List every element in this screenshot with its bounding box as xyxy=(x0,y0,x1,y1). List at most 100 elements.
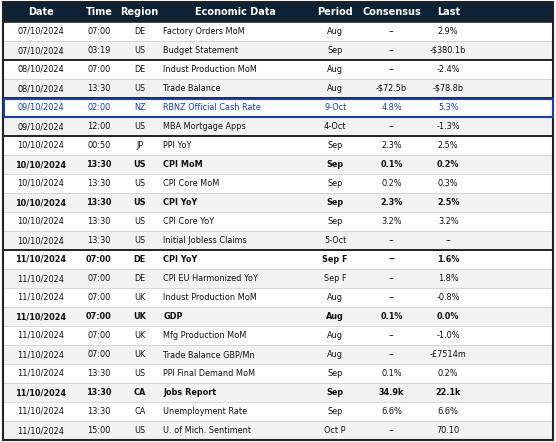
Text: 1.8%: 1.8% xyxy=(438,274,459,283)
Bar xyxy=(3,383,553,402)
Text: -0.8%: -0.8% xyxy=(436,293,460,302)
Text: 22.1k: 22.1k xyxy=(435,388,461,397)
Text: 2.9%: 2.9% xyxy=(438,27,459,36)
Text: DE: DE xyxy=(134,27,145,36)
Text: MBA Mortgage Apps: MBA Mortgage Apps xyxy=(163,122,246,131)
Text: 70.10: 70.10 xyxy=(436,426,460,435)
Bar xyxy=(3,364,553,383)
Text: Mfg Production MoM: Mfg Production MoM xyxy=(163,331,247,340)
Text: Aug: Aug xyxy=(327,293,343,302)
Bar xyxy=(3,307,553,326)
Bar xyxy=(3,421,553,440)
Text: 11/10/2024: 11/10/2024 xyxy=(17,426,64,435)
Text: --: -- xyxy=(389,274,394,283)
Text: 10/10/2024: 10/10/2024 xyxy=(17,236,64,245)
Text: 11/10/2024: 11/10/2024 xyxy=(17,369,64,378)
Text: 07/10/2024: 07/10/2024 xyxy=(18,46,64,55)
Text: Sep: Sep xyxy=(326,160,344,169)
Text: 3.2%: 3.2% xyxy=(381,217,402,226)
Text: US: US xyxy=(133,160,146,169)
Text: Indust Production MoM: Indust Production MoM xyxy=(163,293,257,302)
Text: 0.2%: 0.2% xyxy=(438,369,459,378)
Text: 15:00: 15:00 xyxy=(87,426,111,435)
Text: UK: UK xyxy=(134,293,145,302)
Text: Aug: Aug xyxy=(327,331,343,340)
Text: CA: CA xyxy=(134,407,145,416)
Text: 2.3%: 2.3% xyxy=(380,198,403,207)
Text: CPI EU Harmonized YoY: CPI EU Harmonized YoY xyxy=(163,274,259,283)
Text: Sep F: Sep F xyxy=(324,274,346,283)
Text: -2.4%: -2.4% xyxy=(436,65,460,74)
Bar xyxy=(3,60,553,79)
Text: 13:30: 13:30 xyxy=(86,198,112,207)
Text: 4.8%: 4.8% xyxy=(381,103,402,112)
Text: 13:30: 13:30 xyxy=(87,407,111,416)
Text: --: -- xyxy=(389,293,394,302)
Text: 13:30: 13:30 xyxy=(87,179,111,188)
Text: 5-Oct: 5-Oct xyxy=(324,236,346,245)
Text: DE: DE xyxy=(133,255,146,264)
Text: 3.2%: 3.2% xyxy=(438,217,459,226)
Text: --: -- xyxy=(389,46,394,55)
Text: GDP: GDP xyxy=(163,312,183,321)
Text: DE: DE xyxy=(134,65,145,74)
Text: 07:00: 07:00 xyxy=(86,312,112,321)
Text: 13:30: 13:30 xyxy=(86,388,112,397)
Bar xyxy=(3,231,553,250)
Text: 07:00: 07:00 xyxy=(87,331,111,340)
Text: --: -- xyxy=(389,236,394,245)
Text: JP: JP xyxy=(136,141,143,150)
Text: Sep: Sep xyxy=(327,46,343,55)
Bar xyxy=(3,345,553,364)
Text: 10/10/2024: 10/10/2024 xyxy=(17,141,64,150)
Text: Budget Statement: Budget Statement xyxy=(163,46,239,55)
Text: 0.1%: 0.1% xyxy=(380,160,403,169)
Bar xyxy=(3,402,553,421)
Text: 2.3%: 2.3% xyxy=(381,141,402,150)
Text: Sep: Sep xyxy=(327,407,343,416)
Text: 0.0%: 0.0% xyxy=(437,312,459,321)
Text: 13:30: 13:30 xyxy=(86,160,112,169)
Text: UK: UK xyxy=(133,312,146,321)
Text: 4-Oct: 4-Oct xyxy=(324,122,346,131)
Text: Sep: Sep xyxy=(326,388,344,397)
Text: US: US xyxy=(134,179,145,188)
Bar xyxy=(3,98,553,117)
Bar xyxy=(3,250,553,269)
Text: Date: Date xyxy=(28,7,54,17)
Text: Last: Last xyxy=(436,7,460,17)
Text: Aug: Aug xyxy=(327,350,343,359)
Text: 07:00: 07:00 xyxy=(87,293,111,302)
Text: Aug: Aug xyxy=(327,84,343,93)
Text: PPI Final Demand MoM: PPI Final Demand MoM xyxy=(163,369,255,378)
Text: U. of Mich. Sentiment: U. of Mich. Sentiment xyxy=(163,426,251,435)
Text: 13:30: 13:30 xyxy=(87,217,111,226)
Text: Factory Orders MoM: Factory Orders MoM xyxy=(163,27,245,36)
Text: 2.5%: 2.5% xyxy=(437,198,459,207)
Text: 11/10/2024: 11/10/2024 xyxy=(17,331,64,340)
Text: US: US xyxy=(133,198,146,207)
Text: Sep: Sep xyxy=(327,179,343,188)
Text: 2.5%: 2.5% xyxy=(438,141,459,150)
Bar xyxy=(3,41,553,60)
Text: Consensus: Consensus xyxy=(362,7,421,17)
Text: 34.9k: 34.9k xyxy=(379,388,404,397)
Text: 13:30: 13:30 xyxy=(87,236,111,245)
Text: -$78.8b: -$78.8b xyxy=(433,84,464,93)
Text: NZ: NZ xyxy=(134,103,146,112)
Text: Region: Region xyxy=(121,7,159,17)
Text: 07/10/2024: 07/10/2024 xyxy=(18,27,64,36)
Bar xyxy=(3,326,553,345)
Text: 6.6%: 6.6% xyxy=(438,407,459,416)
Text: Jobs Report: Jobs Report xyxy=(163,388,216,397)
Text: 13:30: 13:30 xyxy=(87,369,111,378)
Text: -$380.1b: -$380.1b xyxy=(430,46,466,55)
Text: --: -- xyxy=(389,350,394,359)
Text: 1.6%: 1.6% xyxy=(437,255,459,264)
Text: 11/10/2024: 11/10/2024 xyxy=(17,350,64,359)
Text: Time: Time xyxy=(86,7,112,17)
Text: Sep: Sep xyxy=(327,141,343,150)
Text: 0.1%: 0.1% xyxy=(381,369,402,378)
Text: 11/10/2024: 11/10/2024 xyxy=(16,312,67,321)
Text: --: -- xyxy=(389,426,394,435)
